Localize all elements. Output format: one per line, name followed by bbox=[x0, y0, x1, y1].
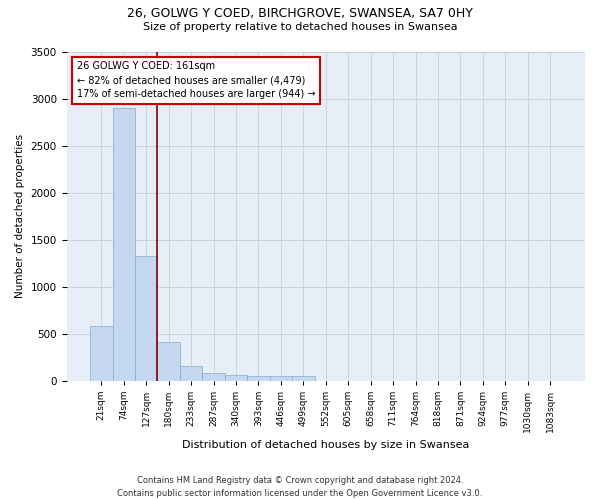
Bar bbox=[269, 376, 292, 380]
Text: 26, GOLWG Y COED, BIRCHGROVE, SWANSEA, SA7 0HY: 26, GOLWG Y COED, BIRCHGROVE, SWANSEA, S… bbox=[127, 8, 473, 20]
X-axis label: Distribution of detached houses by size in Swansea: Distribution of detached houses by size … bbox=[182, 440, 469, 450]
Bar bbox=[113, 108, 135, 380]
Text: Contains HM Land Registry data © Crown copyright and database right 2024.
Contai: Contains HM Land Registry data © Crown c… bbox=[118, 476, 482, 498]
Bar bbox=[135, 256, 157, 380]
Bar bbox=[157, 342, 180, 380]
Bar bbox=[225, 375, 247, 380]
Bar bbox=[247, 376, 269, 380]
Text: Size of property relative to detached houses in Swansea: Size of property relative to detached ho… bbox=[143, 22, 457, 32]
Y-axis label: Number of detached properties: Number of detached properties bbox=[15, 134, 25, 298]
Bar bbox=[292, 376, 314, 380]
Bar bbox=[90, 326, 113, 380]
Text: 26 GOLWG Y COED: 161sqm
← 82% of detached houses are smaller (4,479)
17% of semi: 26 GOLWG Y COED: 161sqm ← 82% of detache… bbox=[77, 62, 316, 100]
Bar bbox=[180, 366, 202, 380]
Bar bbox=[202, 373, 225, 380]
